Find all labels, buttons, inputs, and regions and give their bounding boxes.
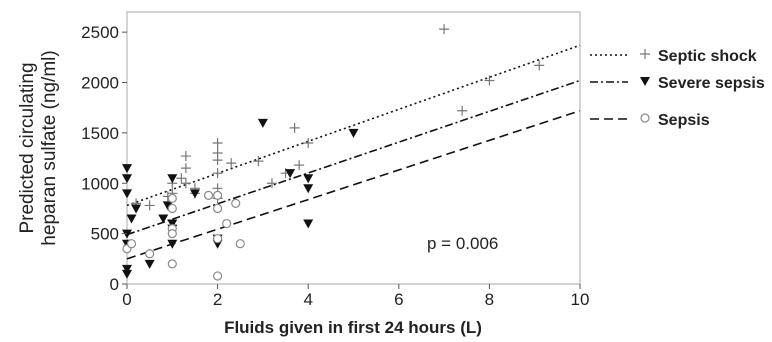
- point-septic-shock: [176, 173, 187, 184]
- point-septic-shock: [266, 178, 277, 189]
- regression-lines: [126, 44, 581, 260]
- point-severe-sepsis: [122, 264, 132, 274]
- x-axis-title: Fluids given in first 24 hours (L): [224, 318, 482, 337]
- point-septic-shock: [439, 24, 450, 35]
- point-severe-sepsis: [257, 118, 268, 128]
- point-sepsis: [231, 198, 241, 209]
- point-severe-sepsis: [162, 201, 173, 211]
- x-tick-label: 4: [303, 290, 312, 309]
- y-axis-ticks: 0 500 1000 1500 2000 2500: [81, 23, 127, 294]
- point-severe-sepsis: [144, 259, 155, 269]
- point-severe-sepsis: [303, 184, 314, 194]
- y-tick-label: 1500: [81, 124, 119, 143]
- point-severe-sepsis: [158, 214, 169, 224]
- x-tick-label: 8: [485, 290, 494, 309]
- point-sepsis: [167, 229, 177, 239]
- point-septic-shock: [180, 163, 191, 174]
- legend-label-sepsis: Sepsis: [658, 112, 710, 129]
- point-septic-shock: [484, 75, 495, 86]
- point-severe-sepsis: [122, 174, 132, 184]
- x-axis-ticks: 0 2 4 6 8 10: [122, 284, 589, 309]
- point-severe-sepsis: [167, 174, 178, 184]
- point-severe-sepsis: [126, 214, 137, 224]
- y-tick-label: 0: [110, 275, 119, 294]
- point-septic-shock: [253, 156, 264, 167]
- point-septic-shock: [212, 168, 223, 179]
- point-severe-sepsis: [122, 164, 132, 174]
- point-severe-sepsis: [167, 239, 178, 249]
- point-septic-shock: [457, 105, 468, 116]
- point-sepsis: [145, 249, 155, 259]
- legend-marker-septic-shock: [640, 49, 650, 59]
- point-septic-shock: [226, 158, 237, 169]
- point-septic-shock: [212, 155, 223, 166]
- point-sepsis: [203, 190, 214, 200]
- point-sepsis: [213, 203, 223, 214]
- point-severe-sepsis: [122, 269, 132, 279]
- fit-line-severe-sepsis: [126, 79, 581, 236]
- point-sepsis: [213, 271, 223, 281]
- point-septic-shock: [303, 137, 314, 148]
- point-sepsis: [167, 203, 177, 214]
- plot-frame: [126, 11, 581, 285]
- p-value-annotation: p = 0.006: [427, 234, 498, 253]
- point-sepsis: [213, 190, 223, 200]
- point-severe-sepsis: [303, 219, 314, 229]
- legend-label-septic-shock: Septic shock: [658, 48, 757, 65]
- point-severe-sepsis: [189, 189, 200, 199]
- point-sepsis: [167, 193, 177, 203]
- point-sepsis: [213, 234, 223, 244]
- point-sepsis: [235, 239, 245, 249]
- legend: Septic shock Severe sepsis Sepsis: [590, 48, 765, 129]
- plot-area: [126, 11, 581, 285]
- x-tick-label: 0: [122, 290, 131, 309]
- point-septic-shock: [180, 151, 191, 162]
- fit-line-septic-shock: [126, 44, 581, 207]
- point-septic-shock: [180, 178, 191, 189]
- x-tick-label: 6: [394, 290, 403, 309]
- point-severe-sepsis: [303, 174, 314, 184]
- legend-label-severe-sepsis: Severe sepsis: [658, 75, 765, 92]
- point-severe-sepsis: [285, 169, 296, 179]
- point-septic-shock: [144, 200, 155, 211]
- point-sepsis: [167, 259, 177, 269]
- legend-marker-severe-sepsis: [640, 77, 650, 86]
- fit-line-sepsis: [126, 109, 581, 260]
- y-tick-label: 2000: [81, 74, 119, 93]
- point-severe-sepsis: [131, 204, 142, 214]
- point-severe-sepsis: [122, 189, 132, 199]
- x-tick-label: 10: [571, 290, 590, 309]
- y-tick-label: 1000: [81, 174, 119, 193]
- point-septic-shock: [534, 60, 545, 71]
- point-sepsis: [222, 218, 232, 229]
- y-tick-label: 500: [91, 225, 119, 244]
- legend-marker-sepsis: [640, 113, 650, 123]
- point-septic-shock: [294, 160, 305, 171]
- y-axis-title-line2: heparan sulfate (ng/ml): [39, 50, 60, 245]
- y-tick-label: 2500: [81, 23, 119, 42]
- data-points: [122, 24, 545, 281]
- point-septic-shock: [289, 122, 300, 133]
- point-sepsis: [126, 239, 137, 249]
- x-tick-label: 2: [213, 290, 222, 309]
- point-severe-sepsis: [348, 128, 359, 138]
- y-axis-title-line1: Predicted circulating: [17, 62, 38, 233]
- point-septic-shock: [212, 137, 223, 148]
